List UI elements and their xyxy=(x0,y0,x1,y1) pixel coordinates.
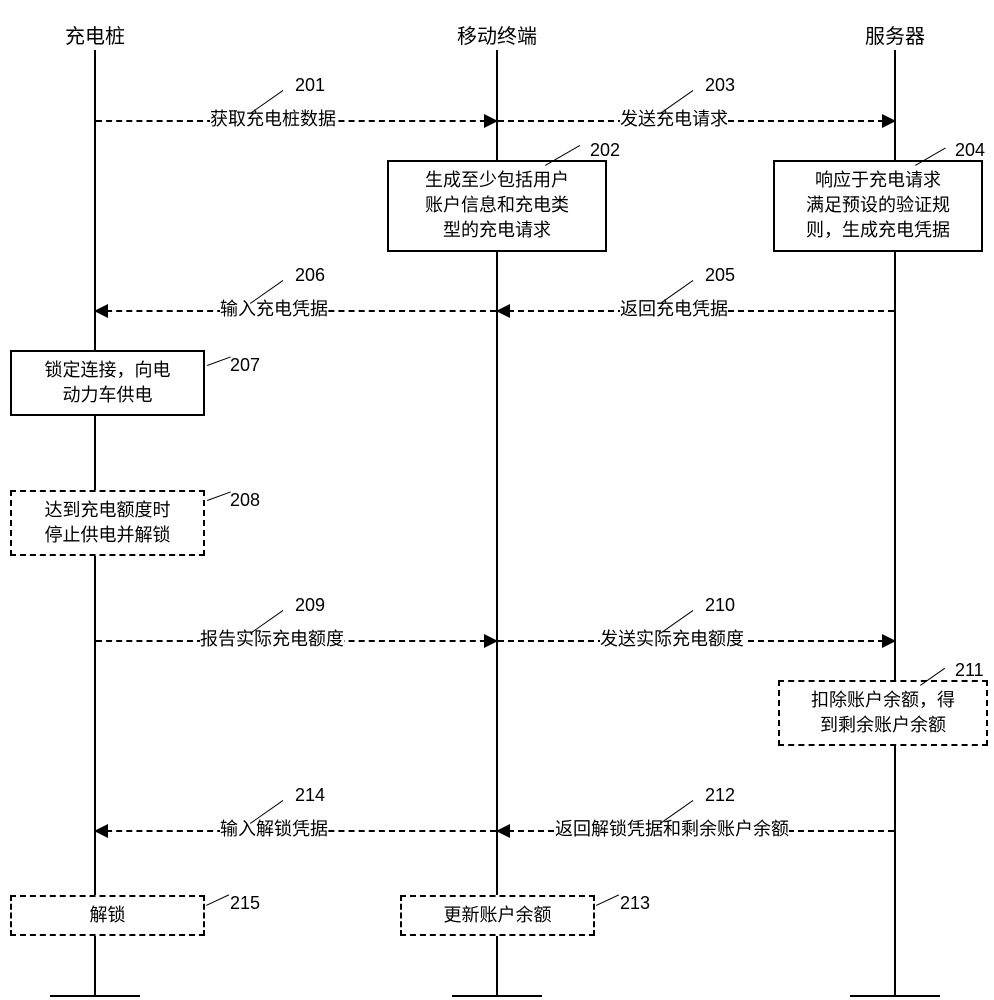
lifeline-end-center xyxy=(452,995,542,997)
box-213-leader xyxy=(596,894,619,905)
msg-209-num: 209 xyxy=(295,595,325,616)
box-207-line1: 锁定连接，向电 xyxy=(22,358,193,383)
msg-210-num: 210 xyxy=(705,595,735,616)
box-213-line1: 更新账户余额 xyxy=(412,903,583,928)
box-207-leader xyxy=(207,356,231,365)
box-211: 扣除账户余额，得 到剩余账户余额 xyxy=(778,680,988,746)
box-202: 生成至少包括用户 账户信息和充电类 型的充电请求 xyxy=(387,160,607,252)
box-211-num: 211 xyxy=(955,660,984,681)
lifeline-header-left: 充电桩 xyxy=(65,20,125,49)
msg-201-num: 201 xyxy=(295,75,325,96)
box-204-line1: 响应于充电请求 xyxy=(785,168,971,193)
box-202-line2: 账户信息和充电类 xyxy=(399,193,595,218)
msg-210-label: 发送实际充电额度 xyxy=(600,625,744,651)
box-208: 达到充电额度时 停止供电并解锁 xyxy=(10,490,205,556)
msg-201-label: 获取充电桩数据 xyxy=(210,105,336,131)
msg-214-num: 214 xyxy=(295,785,325,806)
lifeline-header-center: 移动终端 xyxy=(457,20,537,49)
box-208-line1: 达到充电额度时 xyxy=(22,498,193,523)
box-211-line2: 到剩余账户余额 xyxy=(790,713,976,738)
msg-205-num: 205 xyxy=(705,265,735,286)
box-207: 锁定连接，向电 动力车供电 xyxy=(10,350,205,416)
box-208-line2: 停止供电并解锁 xyxy=(22,523,193,548)
msg-206-num: 206 xyxy=(295,265,325,286)
box-215: 解锁 xyxy=(10,895,205,936)
box-204-line3: 则，生成充电凭据 xyxy=(785,218,971,243)
box-208-num: 208 xyxy=(230,490,260,511)
msg-203-num: 203 xyxy=(705,75,735,96)
box-202-line3: 型的充电请求 xyxy=(399,218,595,243)
box-215-num: 215 xyxy=(230,893,260,914)
msg-205-label: 返回充电凭据 xyxy=(620,295,728,321)
box-215-leader xyxy=(206,894,229,905)
box-204-line2: 满足预设的验证规 xyxy=(785,193,971,218)
box-208-leader xyxy=(207,491,231,500)
msg-206-label: 输入充电凭据 xyxy=(220,295,328,321)
msg-214-label: 输入解锁凭据 xyxy=(220,815,328,841)
box-204: 响应于充电请求 满足预设的验证规 则，生成充电凭据 xyxy=(773,160,983,252)
lifeline-end-left xyxy=(50,995,140,997)
box-202-num: 202 xyxy=(590,140,620,161)
box-215-line1: 解锁 xyxy=(22,903,193,928)
lifeline-header-right: 服务器 xyxy=(865,20,925,49)
msg-209-label: 报告实际充电额度 xyxy=(200,625,344,651)
box-213: 更新账户余额 xyxy=(400,895,595,936)
msg-212-label: 返回解锁凭据和剩余账户余额 xyxy=(555,815,789,841)
box-207-num: 207 xyxy=(230,355,260,376)
msg-212-num: 212 xyxy=(705,785,735,806)
msg-203-label: 发送充电请求 xyxy=(620,105,728,131)
box-207-line2: 动力车供电 xyxy=(22,383,193,408)
box-211-line1: 扣除账户余额，得 xyxy=(790,688,976,713)
box-202-line1: 生成至少包括用户 xyxy=(399,168,595,193)
box-213-num: 213 xyxy=(620,893,650,914)
box-204-num: 204 xyxy=(955,140,985,161)
lifeline-end-right xyxy=(850,995,940,997)
